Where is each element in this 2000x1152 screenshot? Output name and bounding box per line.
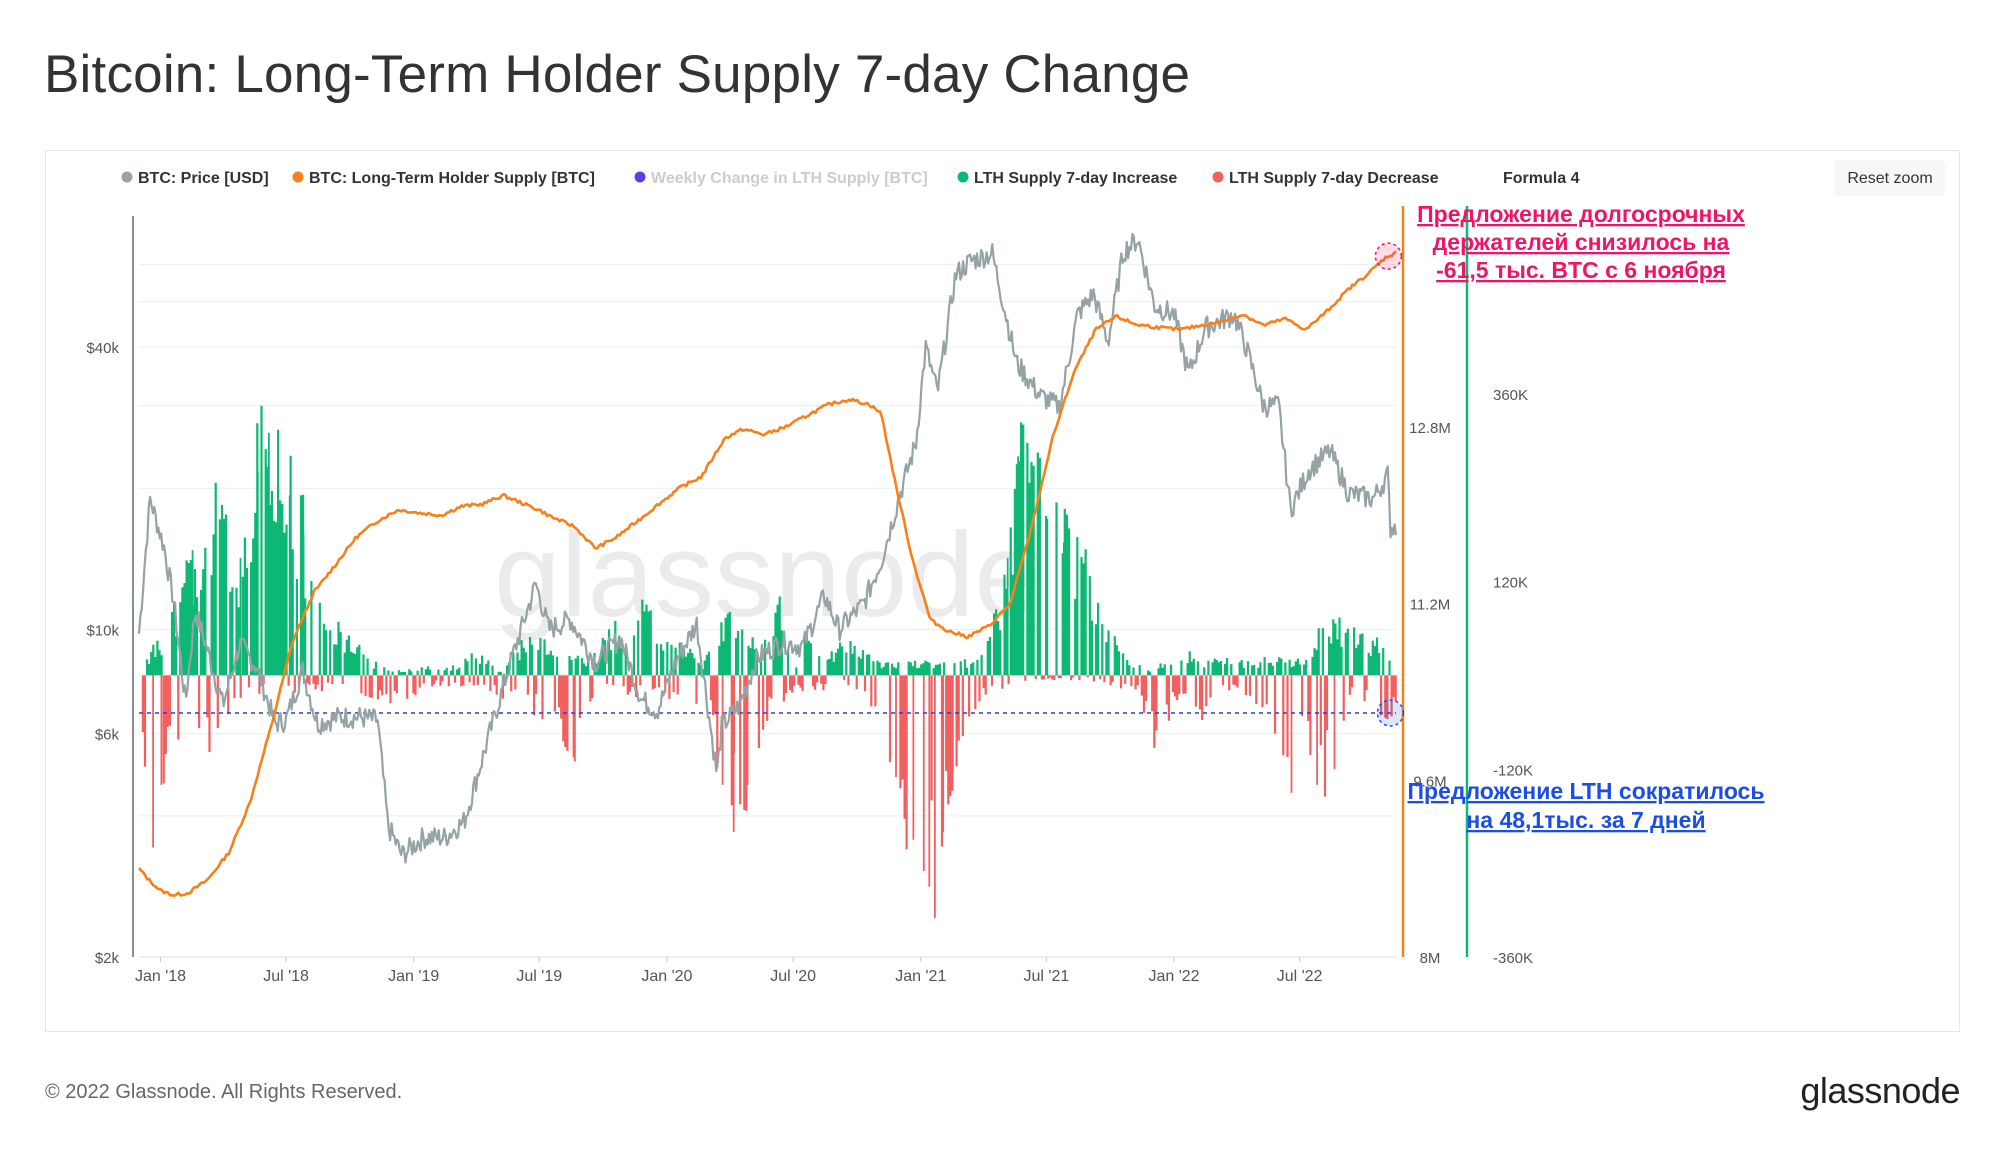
x-tick-label: Jan '18 (135, 968, 186, 985)
price-tick-label: $6k (95, 726, 120, 743)
annotation-top-line: держателей снизилось на (1433, 229, 1730, 255)
legend-item[interactable]: BTC: Price [USD] (121, 170, 269, 187)
series-btc-price-line (137, 232, 1398, 864)
legend-label: LTH Supply 7-day Decrease (1229, 170, 1439, 187)
legend-label: Formula 4 (1503, 170, 1580, 187)
supply-tick-label: 11.2M (1410, 597, 1451, 614)
glassnode-logo[interactable]: glassnode (1800, 1070, 1960, 1111)
series-lth-increase-bars (145, 405, 1391, 676)
series-lth-decrease-bars (141, 675, 1397, 918)
legend-label: Weekly Change in LTH Supply [BTC] (651, 170, 928, 187)
x-tick-label: Jan '22 (1148, 968, 1199, 985)
legend-label: LTH Supply 7-day Increase (974, 170, 1177, 187)
glassnode-watermark: glassnode (494, 508, 1041, 642)
legend-marker (957, 171, 969, 183)
price-tick-label: $10k (86, 622, 119, 639)
x-tick-label: Jul '20 (770, 968, 816, 985)
legend-label: BTC: Long-Term Holder Supply [BTC] (309, 170, 595, 187)
change-tick-label: 360K (1493, 387, 1528, 404)
legend-marker (121, 171, 133, 183)
page-title: Bitcoin: Long-Term Holder Supply 7-day C… (44, 45, 1191, 104)
annotation-bottom-line: на 48,1тыс. за 7 дней (1466, 807, 1705, 833)
x-tick-label: Jul '22 (1277, 968, 1323, 985)
legend-item[interactable]: LTH Supply 7-day Decrease (1212, 170, 1439, 187)
change-tick-label: -360K (1493, 950, 1533, 967)
supply-tick-label: 8M (1420, 950, 1441, 967)
legend-item[interactable]: BTC: Long-Term Holder Supply [BTC] (292, 170, 595, 187)
legend-marker (634, 171, 646, 183)
reset-zoom-label: Reset zoom (1847, 170, 1932, 187)
annotation-top-line: Предложение долгосрочных (1417, 201, 1745, 227)
x-tick-label: Jan '20 (641, 968, 692, 985)
price-tick-label: $2k (95, 950, 120, 967)
series-lth-supply-line (137, 250, 1397, 897)
price-tick-label: $40k (86, 340, 119, 357)
footer-copyright: © 2022 Glassnode. All Rights Reserved. (45, 1081, 403, 1103)
x-tick-label: Jan '21 (895, 968, 946, 985)
x-tick-label: Jul '19 (516, 968, 562, 985)
change-tick-label: 120K (1493, 575, 1528, 592)
legend-marker (292, 171, 304, 183)
legend-marker (1212, 171, 1224, 183)
annotation-bottom-marker (1376, 699, 1405, 727)
legend-item[interactable]: LTH Supply 7-day Increase (957, 170, 1178, 187)
chart-frame: glassnode $2k $6k $10k $40k 8M 9.6M 11.2M 12.8M… (45, 150, 1960, 1032)
annotation-top-line: -61,5 тыс. BTC с 6 ноября (1436, 257, 1726, 283)
legend-item[interactable]: Weekly Change in LTH Supply [BTC] (634, 170, 928, 187)
x-tick-label: Jan '19 (388, 968, 439, 985)
x-tick-label: Jul '21 (1023, 968, 1069, 985)
reset-zoom-button[interactable] (1835, 160, 1945, 196)
supply-tick-label: 12.8M (1409, 420, 1451, 437)
legend-label: BTC: Price [USD] (138, 170, 269, 187)
annotation-bottom-line: Предложение LTH сократилось (1407, 778, 1764, 804)
legend-item[interactable]: Formula 4 (1503, 170, 1580, 187)
supply-tick-label: 9.6M (1413, 773, 1446, 790)
annotation-top-marker (1374, 242, 1403, 270)
chart[interactable]: glassnode $2k $6k $10k $40k 8M 9.6M 11.2M 12.8M… (46, 151, 1959, 1031)
change-tick-label: -120K (1493, 762, 1533, 779)
x-tick-label: Jul '18 (263, 968, 309, 985)
